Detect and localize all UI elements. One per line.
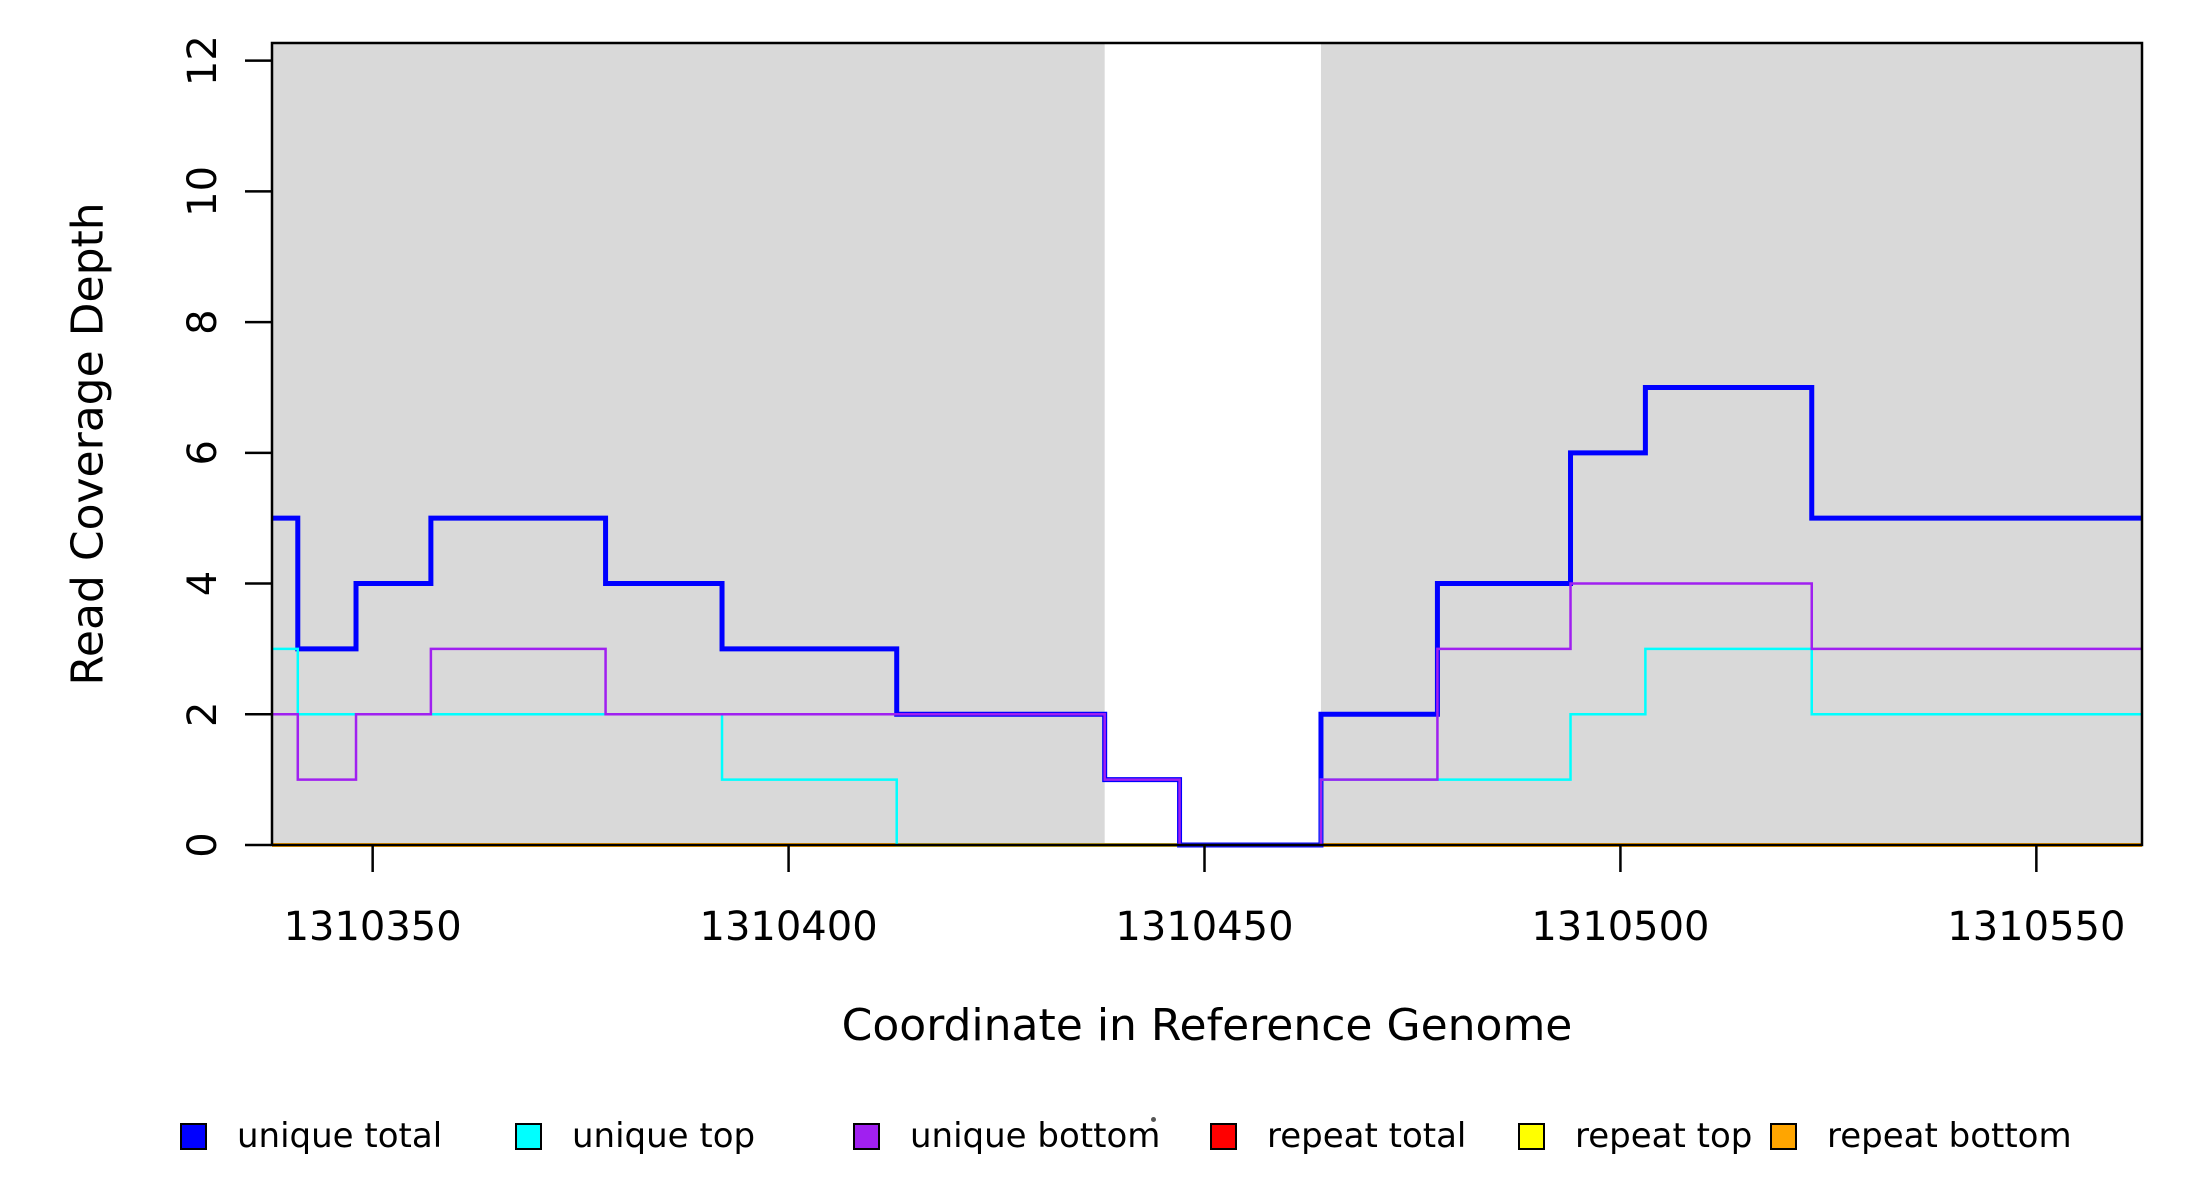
unique-region-left-band xyxy=(272,43,1105,845)
repeat-bottom-swatch-icon xyxy=(1770,1122,1797,1150)
plot-border xyxy=(270,41,2144,847)
y-tick-label: 8 xyxy=(180,309,226,334)
y-axis-title: Read Coverage Depth xyxy=(62,202,114,686)
unique-region-right-band xyxy=(1320,43,2142,845)
y-tick-label: 12 xyxy=(180,35,226,86)
legend-item-unique-top: unique top xyxy=(515,1116,756,1156)
legend-label: unique bottom xyxy=(910,1116,1161,1156)
stray-dot xyxy=(1151,1117,1156,1122)
y-tick-label: 10 xyxy=(180,166,226,217)
repeat-top-swatch-icon xyxy=(1518,1122,1545,1150)
x-tick-label: 1310450 xyxy=(1115,904,1293,950)
repeat-total-swatch-icon xyxy=(1210,1122,1237,1150)
unique-top-swatch-icon xyxy=(515,1122,542,1150)
legend-item-repeat-bottom: repeat bottom xyxy=(1770,1116,2072,1156)
y-tick-label: 4 xyxy=(180,571,226,596)
legend-item-repeat-top: repeat top xyxy=(1518,1116,1753,1156)
x-tick-label: 1310400 xyxy=(700,904,878,950)
y-tick-label: 6 xyxy=(180,440,226,465)
y-tick-label: 0 xyxy=(180,832,226,857)
legend-label: unique total xyxy=(237,1116,443,1156)
legend-label: repeat top xyxy=(1575,1116,1753,1156)
legend-item-unique-total: unique total xyxy=(180,1116,443,1156)
series-unique-bottom xyxy=(272,582,2142,847)
legend-label: unique top xyxy=(572,1116,756,1156)
unique-bottom-swatch-icon xyxy=(853,1122,880,1150)
legend-item-repeat-total: repeat total xyxy=(1210,1116,1467,1156)
x-tick-label: 1310550 xyxy=(1947,904,2125,950)
legend-item-unique-bottom: unique bottom xyxy=(853,1116,1161,1156)
unique-total-swatch-icon xyxy=(180,1122,207,1150)
legend-label: repeat bottom xyxy=(1827,1116,2072,1156)
x-axis-title: Coordinate in Reference Genome xyxy=(841,1000,1573,1051)
x-tick-label: 1310350 xyxy=(284,904,462,950)
x-tick-label: 1310500 xyxy=(1531,904,1709,950)
legend-label: repeat total xyxy=(1267,1116,1467,1156)
y-tick-label: 2 xyxy=(180,702,226,727)
